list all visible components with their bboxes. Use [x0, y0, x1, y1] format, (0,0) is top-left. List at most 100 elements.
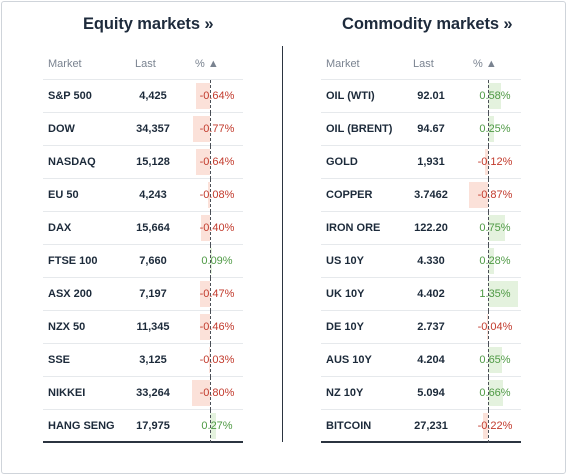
column-header-last: Last — [135, 58, 156, 70]
table-row[interactable]: US 10Y 4.330 0.28% — [321, 245, 521, 278]
percent-change: -0.22% — [477, 420, 513, 432]
column-header-percent-sort[interactable]: % ▲ — [473, 58, 497, 70]
percent-change: 0.58% — [479, 90, 511, 102]
zero-line — [210, 179, 211, 212]
last-value: 3.7462 — [414, 189, 448, 201]
change-bar — [488, 215, 505, 241]
table-row[interactable]: IRON ORE 122.20 0.75% — [321, 212, 521, 245]
zero-line — [488, 113, 489, 146]
market-name: DE 10Y — [326, 321, 364, 333]
change-bar — [192, 380, 210, 406]
change-bar-zone — [461, 113, 521, 146]
percent-change: 0.66% — [479, 387, 511, 399]
last-value: 4.204 — [417, 354, 445, 366]
zero-line — [488, 311, 489, 344]
change-bar-zone — [183, 80, 243, 113]
percent-change: -0.40% — [199, 222, 235, 234]
table-row[interactable]: NIKKEI 33,264 -0.80% — [43, 377, 243, 410]
table-row[interactable]: GOLD 1,931 -0.12% — [321, 146, 521, 179]
last-value: 4.330 — [417, 255, 445, 267]
change-bar — [193, 116, 210, 142]
table-row[interactable]: EU 50 4,243 -0.08% — [43, 179, 243, 212]
column-header-market: Market — [326, 58, 360, 70]
table-row[interactable]: COPPER 3.7462 -0.87% — [321, 179, 521, 212]
zero-line — [210, 80, 211, 113]
last-value: 27,231 — [414, 420, 448, 432]
percent-change: 0.28% — [479, 255, 511, 267]
table-row[interactable]: NASDAQ 15,128 -0.64% — [43, 146, 243, 179]
table-row[interactable]: AUS 10Y 4.204 0.65% — [321, 344, 521, 377]
market-name: EU 50 — [48, 189, 79, 201]
table-row[interactable]: SSE 3,125 -0.03% — [43, 344, 243, 377]
table-row[interactable]: DOW 34,357 -0.77% — [43, 113, 243, 146]
change-bar-zone — [183, 146, 243, 179]
market-name: DAX — [48, 222, 72, 234]
zero-line — [488, 377, 489, 410]
change-bar — [210, 413, 216, 439]
table-row[interactable]: OIL (WTI) 92.01 0.58% — [321, 80, 521, 113]
table-row[interactable]: DAX 15,664 -0.40% — [43, 212, 243, 245]
last-value: 92.01 — [417, 90, 445, 102]
last-value: 5.094 — [417, 387, 445, 399]
equity-markets-link[interactable]: Equity markets » — [83, 15, 214, 33]
market-name: NZ 10Y — [326, 387, 364, 399]
change-bar — [209, 347, 210, 373]
last-value: 33,264 — [136, 387, 170, 399]
change-bar-zone — [183, 212, 243, 245]
change-bar-zone — [183, 278, 243, 311]
change-bar — [199, 281, 210, 307]
zero-line — [488, 245, 489, 278]
last-value: 4,243 — [139, 189, 167, 201]
change-bar — [488, 116, 494, 142]
column-header-percent-sort[interactable]: % ▲ — [195, 58, 219, 70]
zero-line — [210, 344, 211, 377]
table-row[interactable]: DE 10Y 2.737 -0.04% — [321, 311, 521, 344]
change-bar-zone — [461, 410, 521, 443]
percent-change: 0.65% — [479, 354, 511, 366]
table-row[interactable]: OIL (BRENT) 94.67 0.25% — [321, 113, 521, 146]
percent-change: -0.04% — [477, 321, 513, 333]
change-bar — [487, 314, 488, 340]
percent-change: 0.27% — [201, 420, 233, 432]
last-value: 15,128 — [136, 156, 170, 168]
market-name: OIL (WTI) — [326, 90, 375, 102]
table-row[interactable]: FTSE 100 7,660 0.09% — [43, 245, 243, 278]
percent-change: -0.64% — [199, 90, 235, 102]
last-value: 17,975 — [136, 420, 170, 432]
commodity-table-header: Market Last % ▲ — [321, 52, 521, 80]
table-row[interactable]: S&P 500 4,425 -0.64% — [43, 80, 243, 113]
commodity-markets-link[interactable]: Commodity markets » — [342, 15, 513, 33]
percent-change: -0.12% — [477, 156, 513, 168]
last-value: 15,664 — [136, 222, 170, 234]
change-bar-zone — [183, 113, 243, 146]
last-value: 7,197 — [139, 288, 167, 300]
change-bar — [208, 182, 210, 208]
equity-rows: S&P 500 4,425 -0.64% DOW 34,357 -0.77% NASDAQ 1… — [43, 80, 243, 443]
percent-change: -0.77% — [199, 123, 235, 135]
market-name: ASX 200 — [48, 288, 93, 300]
change-bar-zone — [183, 344, 243, 377]
percent-change: -0.80% — [199, 387, 235, 399]
zero-line — [210, 113, 211, 146]
table-row[interactable]: NZX 50 11,345 -0.46% — [43, 311, 243, 344]
change-bar-zone — [183, 311, 243, 344]
change-bar-zone — [183, 179, 243, 212]
market-name: S&P 500 — [48, 90, 92, 102]
column-header-last: Last — [413, 58, 434, 70]
market-name: NASDAQ — [48, 156, 96, 168]
table-row[interactable]: NZ 10Y 5.094 0.66% — [321, 377, 521, 410]
equity-table-header: Market Last % ▲ — [43, 52, 243, 80]
last-value: 4.402 — [417, 288, 445, 300]
change-bar — [488, 248, 495, 274]
change-bar — [195, 83, 210, 109]
change-bar-zone — [461, 377, 521, 410]
percent-change: 0.75% — [479, 222, 511, 234]
table-row[interactable]: BITCOIN 27,231 -0.22% — [321, 410, 521, 443]
table-row[interactable]: HANG SENG 17,975 0.27% — [43, 410, 243, 443]
table-row[interactable]: ASX 200 7,197 -0.47% — [43, 278, 243, 311]
table-row[interactable]: UK 10Y 4.402 1.35% — [321, 278, 521, 311]
percent-change: -0.08% — [199, 189, 235, 201]
zero-line — [488, 80, 489, 113]
last-value: 34,357 — [136, 123, 170, 135]
